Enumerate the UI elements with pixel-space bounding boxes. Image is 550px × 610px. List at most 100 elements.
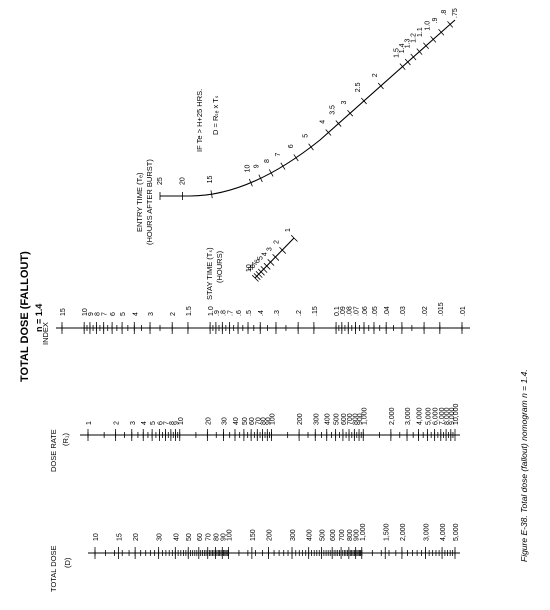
tick-label: 7 bbox=[164, 421, 171, 425]
scale-tick bbox=[211, 194, 213, 199]
tick-label: 0.1 bbox=[334, 306, 341, 316]
scale-tick bbox=[423, 42, 427, 47]
tick-label: 4 bbox=[319, 120, 326, 124]
tick-label: 10 bbox=[93, 533, 100, 541]
scale-tick bbox=[293, 237, 298, 242]
tick-label: .7 bbox=[228, 310, 235, 316]
tick-label: .4 bbox=[258, 310, 265, 316]
tick-label: 80 bbox=[261, 417, 268, 425]
tick-label: 1.2 bbox=[411, 33, 418, 43]
note-line-2: D = Rₜₑ x Tₛ bbox=[211, 95, 220, 135]
scale-tick bbox=[260, 266, 264, 270]
tick-label: 100 bbox=[270, 413, 277, 425]
tick-label: 1.3 bbox=[404, 38, 411, 48]
scale-tick bbox=[258, 174, 261, 179]
tick-label: 300 bbox=[313, 413, 320, 425]
tick-label: 15 bbox=[60, 308, 67, 316]
figure-subtitle: n = 1.4 bbox=[34, 304, 44, 332]
tick-label: 3 bbox=[130, 421, 137, 425]
scale-tick bbox=[268, 169, 272, 174]
tick-label: .8 bbox=[220, 310, 227, 316]
tick-label: 6 bbox=[110, 312, 117, 316]
tick-label: 2.5 bbox=[355, 82, 362, 92]
tick-label: 5,000 bbox=[453, 523, 460, 541]
scale-tick bbox=[266, 265, 271, 270]
tick-label: 3.5 bbox=[330, 105, 337, 115]
entry-time-scale: ENTRY TIME (Tₑ) (HOURS AFTER BURST) 25 20… bbox=[135, 8, 459, 245]
tick-label: 8 bbox=[94, 312, 101, 316]
scale-tick bbox=[425, 45, 429, 50]
tick-label: 90 bbox=[265, 417, 272, 425]
tick-label: 25 bbox=[157, 177, 164, 185]
scale-tick bbox=[293, 154, 297, 158]
scale-tick bbox=[250, 182, 253, 187]
scale-tick bbox=[282, 165, 286, 170]
tick-label: .9 bbox=[214, 310, 221, 316]
index-label: INDEX bbox=[41, 322, 50, 345]
scale-tick bbox=[270, 261, 275, 266]
entry-time-unit: (HOURS AFTER BURST) bbox=[145, 159, 154, 245]
total-dose-label: TOTAL DOSE bbox=[49, 545, 58, 592]
tick-label: 1.0 bbox=[424, 21, 431, 31]
tick-label: 700 bbox=[347, 413, 354, 425]
scale-tick bbox=[267, 258, 271, 263]
total-dose-symbol: (D) bbox=[63, 557, 72, 568]
scale-tick bbox=[210, 190, 212, 195]
tick-label: .5 bbox=[246, 310, 253, 316]
scale-tick bbox=[260, 271, 265, 276]
tick-label: 1,500 bbox=[383, 523, 390, 541]
tick-label: 20 bbox=[133, 533, 140, 541]
tick-label: 60 bbox=[249, 417, 256, 425]
tick-label: 600 bbox=[330, 529, 337, 541]
scale-tick bbox=[275, 256, 280, 261]
scale-tick bbox=[399, 63, 403, 67]
tick-label: .08 bbox=[346, 306, 353, 316]
tick-label: 8 bbox=[264, 159, 271, 163]
scale-tick bbox=[410, 53, 414, 58]
scale-tick bbox=[251, 274, 256, 279]
tick-label: 7 bbox=[102, 312, 109, 316]
tick-label: 50 bbox=[242, 417, 249, 425]
tick-label: 2 bbox=[114, 421, 121, 425]
tick-label: 20 bbox=[205, 417, 212, 425]
tick-label: 30 bbox=[222, 417, 229, 425]
tick-label: 300 bbox=[290, 529, 297, 541]
scale-tick bbox=[258, 273, 263, 278]
tick-label: 60 bbox=[197, 533, 204, 541]
dose-rate-symbol: (R₁) bbox=[61, 433, 70, 446]
total-dose-scale: TOTAL DOSE (D) 10 15 20 30 40 50 60 70 80 90 100 15… bbox=[49, 523, 460, 592]
tick-label: .75 bbox=[452, 8, 459, 18]
tick-label: 6 bbox=[288, 144, 295, 148]
scale-tick bbox=[380, 85, 384, 90]
tick-label: 4 bbox=[132, 312, 139, 316]
scale-tick bbox=[349, 112, 354, 117]
scale-tick bbox=[419, 51, 423, 55]
tick-label: 9 bbox=[248, 266, 255, 270]
tick-label: 100 bbox=[226, 529, 233, 541]
scale-tick bbox=[360, 97, 365, 102]
tick-label: .04 bbox=[384, 306, 391, 316]
tick-label: 800 bbox=[347, 529, 354, 541]
scale-tick bbox=[295, 157, 299, 162]
tick-label: .02 bbox=[422, 306, 429, 316]
entry-time-label: ENTRY TIME (Tₑ) bbox=[135, 172, 144, 232]
stay-time-unit: (HOURS) bbox=[215, 250, 224, 283]
tick-label: 2,000 bbox=[389, 407, 396, 425]
tick-label: 800 bbox=[352, 413, 359, 425]
tick-label: 1,000 bbox=[361, 407, 368, 425]
tick-label: 2 bbox=[170, 312, 177, 316]
total-dose-ticks: 10 15 20 30 40 50 60 70 80 90 100 150 200 300 400 500 60… bbox=[93, 523, 460, 559]
scale-tick bbox=[253, 273, 258, 277]
tick-label: 9 bbox=[254, 164, 261, 168]
tick-label: .6 bbox=[236, 310, 243, 316]
tick-label: 8,000 bbox=[444, 407, 451, 425]
scale-tick bbox=[363, 100, 367, 105]
tick-label: 70 bbox=[255, 417, 262, 425]
tick-label: 5 bbox=[120, 312, 127, 316]
tick-label: 10 bbox=[244, 165, 251, 173]
